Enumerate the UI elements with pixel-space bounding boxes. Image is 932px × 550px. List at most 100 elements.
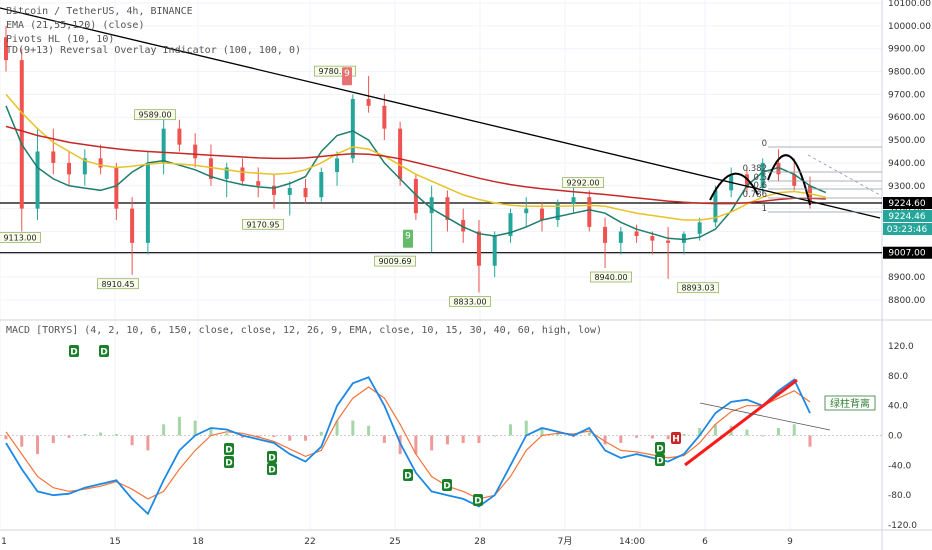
- macd-badge-box: [473, 494, 483, 506]
- macd-histogram-bar: [556, 434, 560, 436]
- macd-histogram-bar: [792, 424, 796, 436]
- legend-macd[interactable]: MACD [TORYS] (4, 2, 10, 6, 150, close, c…: [6, 325, 603, 336]
- candle-body: [697, 222, 702, 234]
- price-tick-label: 10000.00: [888, 22, 931, 32]
- macd-histogram-bar: [20, 435, 24, 447]
- pivot-label-box: [314, 65, 356, 77]
- macd-tick-label: -120.0: [888, 521, 917, 531]
- candle-body: [681, 233, 686, 243]
- candle-body: [35, 151, 40, 209]
- macd-histogram-bar: [698, 428, 702, 436]
- macd-histogram-bar: [776, 428, 780, 436]
- td-label: 9: [344, 69, 350, 79]
- annotation-text: 绿柱背离: [830, 397, 870, 410]
- macd-pane: [0, 376, 882, 516]
- pivot-label-box: [242, 218, 284, 230]
- trend-line: [0, 7, 881, 219]
- candle-body: [744, 174, 749, 189]
- pivot-label: 9780.00: [318, 67, 351, 76]
- fib-trend-line: [807, 154, 881, 196]
- fib-level-label: 0: [762, 139, 767, 149]
- candle-body: [461, 220, 466, 232]
- legend-td[interactable]: TD(9+13) Reversal Overlay Indicator (100…: [6, 45, 302, 56]
- legend-symbol[interactable]: Bitcoin / TetherUS, 4h, BINANCE: [6, 6, 193, 17]
- macd-histogram-bar: [99, 432, 103, 436]
- candle-body: [492, 236, 497, 266]
- fib-level-label: 0.786: [743, 190, 767, 200]
- pivot-label-box: [0, 232, 41, 243]
- candle-body: [476, 231, 481, 266]
- pivot-label: 9589.00: [138, 111, 171, 120]
- macd-badge: D: [268, 466, 275, 476]
- price-tag-box: [883, 246, 932, 259]
- macd-tick-label: 80.0: [888, 372, 908, 382]
- pivot-label: 9170.95: [246, 220, 279, 229]
- legend-pivots[interactable]: Pivots HL (10, 10): [6, 34, 115, 45]
- pivot-label: 8940.00: [594, 273, 627, 282]
- macd-histogram-bar: [461, 435, 465, 443]
- macd-histogram-bar: [666, 435, 670, 440]
- price-tick-label: 9800.00: [888, 68, 925, 78]
- ema-21-line: [5, 105, 827, 241]
- candle-body: [19, 60, 24, 209]
- candle-body: [398, 128, 403, 179]
- macd-badge-box: [99, 345, 109, 357]
- macd-histogram-bar: [761, 435, 765, 437]
- price-tag-box: [883, 209, 932, 222]
- macd-histogram-bar: [272, 435, 276, 437]
- macd-histogram-bar: [4, 435, 8, 440]
- macd-badge: D: [656, 445, 663, 455]
- fib-level-label: 1: [762, 204, 767, 214]
- fib-level-label: 0.5: [753, 173, 767, 183]
- price-tick-label: 9200.00: [888, 205, 925, 215]
- candle-body: [350, 98, 355, 159]
- time-tick-label: 7月: [558, 536, 573, 547]
- macd-badge-box: [403, 469, 413, 481]
- macd-badge: D: [474, 497, 481, 507]
- legend-ema[interactable]: EMA (21,55,120) (close): [6, 20, 145, 31]
- candle-body: [98, 158, 103, 168]
- candle-body: [4, 37, 8, 61]
- candle-body: [508, 213, 513, 237]
- pivot-label-box: [590, 271, 632, 283]
- price-tag: 9224.46: [888, 212, 925, 222]
- candle-body: [240, 167, 245, 182]
- macd-histogram-bar: [382, 435, 386, 443]
- macd-signal-line: [5, 386, 811, 500]
- candle-body: [161, 128, 166, 163]
- candle-body: [130, 208, 135, 243]
- candle-body: [760, 162, 765, 189]
- fib-level-label: 0.382: [743, 164, 767, 174]
- macd-histogram-bar: [193, 420, 197, 436]
- fib-level-label: 0.6: [753, 181, 767, 191]
- macd-badge: D: [656, 457, 663, 467]
- price-tick-label: 8800.00: [888, 296, 925, 306]
- price-tick-label: 9300.00: [888, 182, 925, 192]
- macd-histogram-bar: [288, 435, 292, 441]
- head-shoulder-arc-left: [709, 172, 759, 201]
- macd-tick-label: 0.0: [888, 432, 903, 442]
- time-tick-label: 22: [304, 537, 315, 547]
- macd-histogram-bar: [635, 435, 639, 438]
- td-label-box: [403, 229, 413, 248]
- macd-histogram-bar: [587, 432, 591, 436]
- pivot-label: 8833.00: [453, 297, 486, 306]
- candle-body: [51, 151, 56, 163]
- macd-histogram-bar: [36, 435, 40, 455]
- macd-histogram-bar: [430, 435, 434, 451]
- macd-badge: H: [672, 435, 680, 445]
- time-tick-label: 1: [1, 537, 7, 547]
- macd-histogram-bar: [351, 420, 355, 436]
- pivot-label-box: [97, 278, 139, 290]
- macd-histogram-bar: [745, 429, 749, 436]
- macd-badge: D: [404, 472, 411, 482]
- candle-body: [571, 197, 576, 205]
- candle-body: [776, 162, 781, 175]
- candle-body: [224, 167, 229, 179]
- macd-histogram-bar: [114, 434, 118, 436]
- candle-body: [177, 128, 182, 145]
- candle-body: [114, 167, 119, 209]
- pivot-label: 9009.69: [378, 257, 411, 266]
